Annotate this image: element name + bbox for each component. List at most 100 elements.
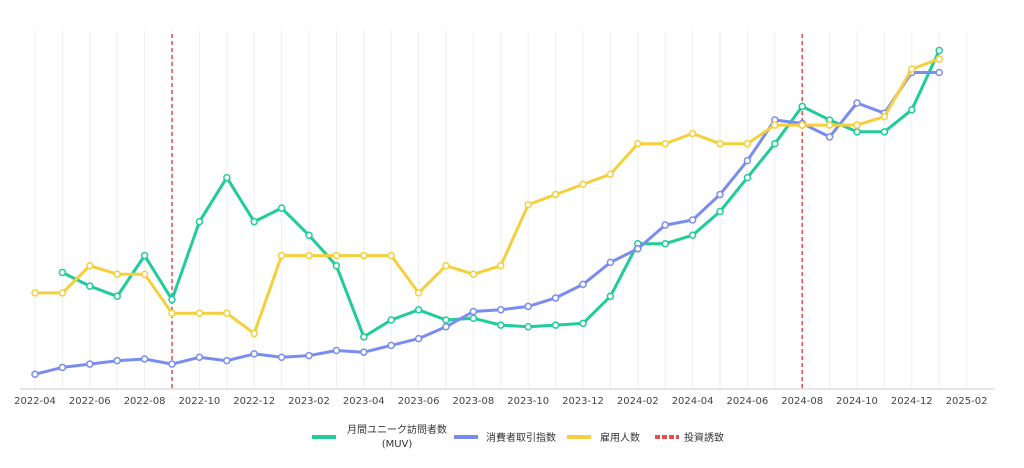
legend-label-sub: (MUV) xyxy=(382,439,413,450)
data-point[interactable] xyxy=(113,292,121,300)
data-point[interactable] xyxy=(223,356,231,365)
data-point[interactable] xyxy=(908,106,916,114)
data-point[interactable] xyxy=(935,55,943,63)
data-point[interactable] xyxy=(634,139,642,148)
data-point[interactable] xyxy=(716,207,724,216)
data-point[interactable] xyxy=(497,321,505,329)
data-point[interactable] xyxy=(140,251,149,260)
data-point[interactable] xyxy=(195,309,204,317)
data-point[interactable] xyxy=(880,128,889,136)
data-point[interactable] xyxy=(305,351,313,360)
data-point[interactable] xyxy=(86,360,94,368)
data-point[interactable] xyxy=(880,112,889,121)
data-point[interactable] xyxy=(825,121,834,129)
data-point[interactable] xyxy=(716,139,724,148)
data-point[interactable] xyxy=(798,121,806,129)
data-point[interactable] xyxy=(661,139,669,148)
data-point[interactable] xyxy=(743,173,752,182)
data-point[interactable] xyxy=(250,350,258,358)
data-point[interactable] xyxy=(551,321,560,329)
data-point[interactable] xyxy=(853,99,861,107)
data-point[interactable] xyxy=(414,334,423,343)
data-point[interactable] xyxy=(113,356,121,365)
data-point[interactable] xyxy=(360,348,368,356)
data-point[interactable] xyxy=(168,295,176,304)
data-point[interactable] xyxy=(332,346,341,355)
data-point[interactable] xyxy=(86,282,94,290)
data-point[interactable] xyxy=(908,65,916,73)
data-point[interactable] xyxy=(387,251,395,260)
data-point[interactable] xyxy=(469,307,478,316)
data-point[interactable] xyxy=(524,302,532,311)
data-point[interactable] xyxy=(168,360,176,368)
data-point[interactable] xyxy=(688,216,697,224)
data-point[interactable] xyxy=(524,323,532,331)
data-point[interactable] xyxy=(332,261,341,270)
data-point[interactable] xyxy=(524,200,532,209)
data-point[interactable] xyxy=(414,306,423,314)
data-point[interactable] xyxy=(579,180,587,189)
data-point[interactable] xyxy=(58,289,67,297)
data-point[interactable] xyxy=(305,231,313,239)
data-point[interactable] xyxy=(579,280,587,289)
data-point[interactable] xyxy=(31,370,39,378)
data-point[interactable] xyxy=(442,261,450,270)
data-point[interactable] xyxy=(31,289,39,297)
data-point[interactable] xyxy=(551,294,560,302)
data-point[interactable] xyxy=(551,190,560,199)
data-point[interactable] xyxy=(688,231,697,239)
data-point[interactable] xyxy=(223,309,231,317)
data-point[interactable] xyxy=(360,333,368,341)
data-point[interactable] xyxy=(853,121,861,129)
data-point[interactable] xyxy=(223,173,231,182)
data-point[interactable] xyxy=(579,319,587,328)
data-point[interactable] xyxy=(497,306,505,314)
data-point[interactable] xyxy=(497,261,505,270)
data-point[interactable] xyxy=(250,217,258,226)
data-point[interactable] xyxy=(716,190,724,199)
data-point[interactable] xyxy=(469,314,478,323)
data-point[interactable] xyxy=(250,329,258,338)
data-point[interactable] xyxy=(58,363,67,372)
legend-item-0[interactable]: 月間ユニーク訪問者数 (MUV) xyxy=(312,423,447,450)
data-point[interactable] xyxy=(442,316,450,324)
data-point[interactable] xyxy=(387,341,395,350)
data-point[interactable] xyxy=(688,129,697,138)
data-point[interactable] xyxy=(387,316,395,324)
data-point[interactable] xyxy=(113,270,121,278)
data-point[interactable] xyxy=(195,353,204,362)
data-point[interactable] xyxy=(853,128,861,136)
data-point[interactable] xyxy=(414,289,423,297)
data-point[interactable] xyxy=(168,309,176,317)
data-point[interactable] xyxy=(606,258,615,267)
data-point[interactable] xyxy=(277,204,286,212)
data-point[interactable] xyxy=(277,353,286,362)
data-point[interactable] xyxy=(305,251,313,260)
data-point[interactable] xyxy=(743,156,752,165)
data-point[interactable] xyxy=(771,139,779,148)
data-point[interactable] xyxy=(825,133,834,141)
legend-item-3[interactable]: 投資誘致 xyxy=(655,431,724,444)
data-point[interactable] xyxy=(935,46,943,55)
data-point[interactable] xyxy=(935,68,943,77)
data-point[interactable] xyxy=(140,355,149,363)
data-point[interactable] xyxy=(332,251,341,260)
legend-item-2[interactable]: 雇用人数 xyxy=(567,431,640,444)
data-point[interactable] xyxy=(86,261,94,270)
data-point[interactable] xyxy=(606,292,615,300)
data-point[interactable] xyxy=(277,251,286,260)
data-point[interactable] xyxy=(798,102,806,111)
data-point[interactable] xyxy=(743,139,752,148)
data-point[interactable] xyxy=(661,221,669,229)
data-point[interactable] xyxy=(634,245,642,253)
data-point[interactable] xyxy=(661,239,669,248)
data-point[interactable] xyxy=(58,268,67,277)
data-point[interactable] xyxy=(442,323,450,331)
data-point[interactable] xyxy=(140,270,149,278)
data-point[interactable] xyxy=(606,170,615,178)
data-point[interactable] xyxy=(195,217,204,226)
data-point[interactable] xyxy=(360,251,368,260)
legend-item-1[interactable]: 消費者取引指数 xyxy=(454,431,556,444)
data-point[interactable] xyxy=(771,121,779,129)
data-point[interactable] xyxy=(469,270,478,278)
